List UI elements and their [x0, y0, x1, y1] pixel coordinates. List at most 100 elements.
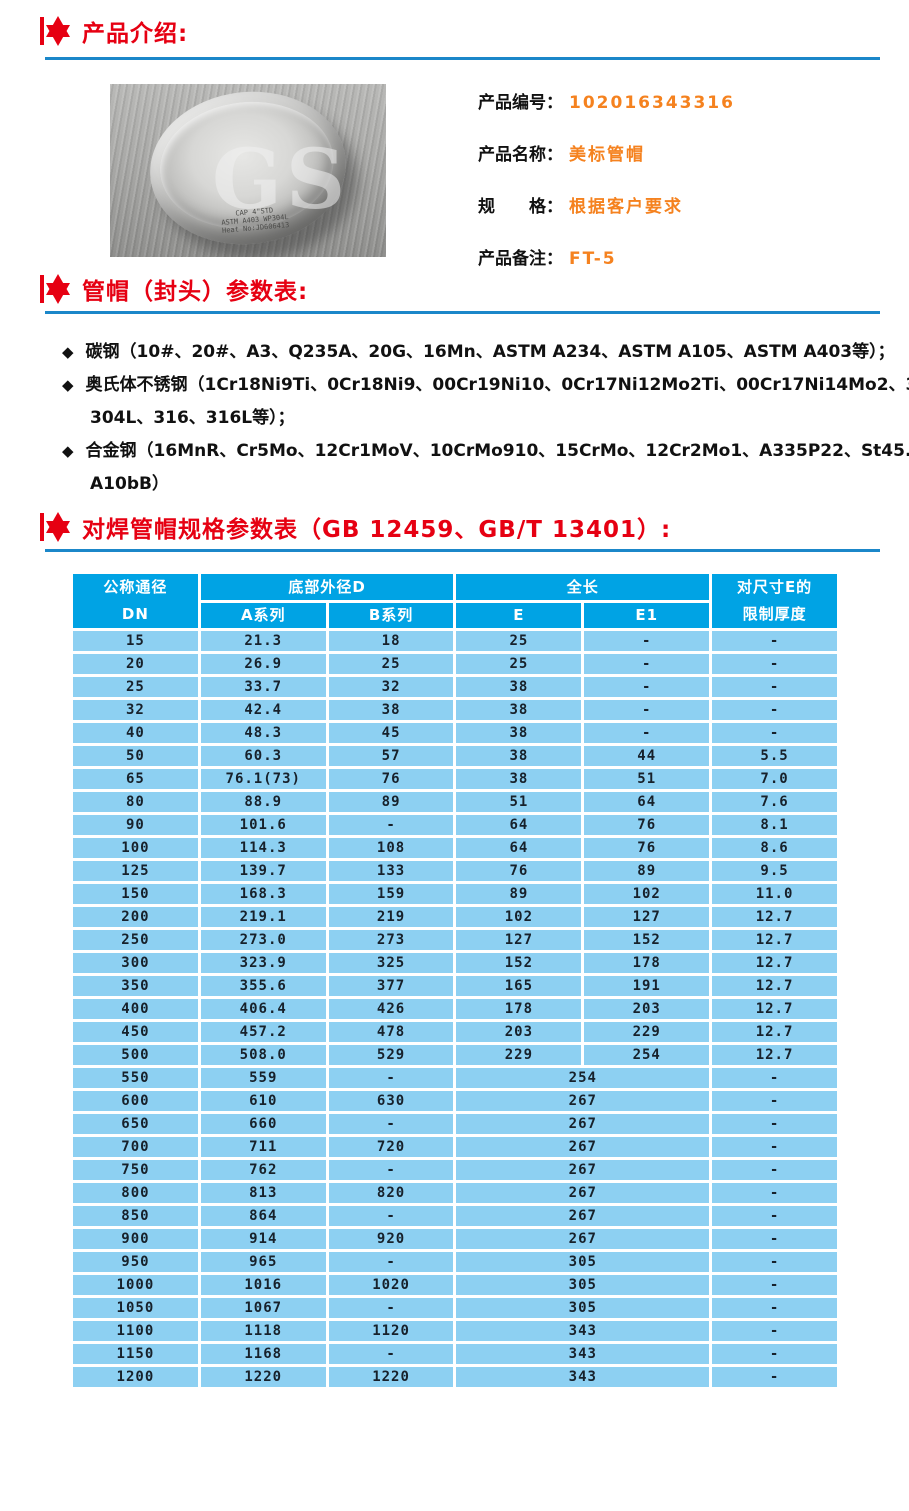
cell-dn: 90	[70, 812, 201, 838]
cell-limit-thickness: 8.6	[709, 835, 840, 861]
cell-series-a: 26.9	[197, 651, 329, 677]
field-value: FT-5	[569, 249, 617, 269]
cell-limit-thickness: 12.7	[709, 1019, 840, 1045]
cell-dn: 100	[70, 835, 201, 861]
cell-series-b: 108	[325, 835, 457, 861]
cell-e: 38	[453, 697, 585, 723]
cell-series-a: 1118	[197, 1318, 329, 1344]
cell-series-b: 377	[325, 973, 457, 999]
table-row: 1000 1016 1020 305-	[70, 1272, 840, 1298]
table-subheader-row: A系列 B系列 E E1	[72, 599, 839, 631]
bullet-continuation: A10bB）	[62, 468, 862, 501]
cell-series-a: 813	[197, 1180, 329, 1206]
cell-e: 38	[453, 674, 585, 700]
cell-e1: 203	[581, 996, 713, 1022]
table-row: 200 219.1 219 102 127 12.7	[70, 904, 840, 930]
cell-series-a: 559	[197, 1065, 329, 1091]
cell-series-a: 355.6	[197, 973, 329, 999]
cell-series-b: 529	[325, 1042, 457, 1068]
cell-dn: 80	[70, 789, 201, 815]
table-row: 1150 1168-343-	[70, 1341, 840, 1367]
bullet-text: 合金钢（16MnR、Cr5Mo、12Cr1MoV、10CrMo910、15CrM…	[85, 441, 909, 461]
cell-series-b: -	[325, 812, 457, 838]
cell-limit-thickness: -	[709, 1088, 840, 1114]
gs-watermark: GS	[212, 132, 350, 228]
field-value: 根据客户要求	[569, 197, 683, 217]
product-field: 规 格： 根据客户要求	[478, 192, 735, 217]
cell-e1: 51	[581, 766, 713, 792]
cell-limit-thickness: -	[709, 674, 840, 700]
cell-dn: 300	[70, 950, 201, 976]
cell-dn: 65	[70, 766, 201, 792]
cell-dn: 450	[70, 1019, 201, 1045]
cell-limit-thickness: 12.7	[709, 996, 840, 1022]
cell-dn: 800	[70, 1180, 201, 1206]
cell-e1: 102	[581, 881, 713, 907]
cell-e1: 76	[581, 835, 713, 861]
cell-series-b: 820	[325, 1180, 457, 1206]
cell-limit-thickness: 8.1	[709, 812, 840, 838]
bullet-item: ◆ 碳钢（10#、20#、A3、Q235A、20G、16Mn、ASTM A234、…	[62, 336, 895, 369]
header-e1: E1	[581, 599, 713, 631]
table-row: 50 60.3 57 38 44 5.5	[70, 743, 840, 769]
section-title-intro: 产品介绍:	[82, 21, 189, 47]
header-outer-diameter: 底部外径D	[197, 571, 457, 603]
cell-series-a: 660	[197, 1111, 329, 1137]
cell-limit-thickness: 7.6	[709, 789, 840, 815]
cell-limit-thickness: -	[709, 1134, 840, 1160]
cell-e: 102	[453, 904, 585, 930]
cell-series-b: 18	[325, 628, 457, 654]
cell-limit-thickness: -	[709, 1203, 840, 1229]
product-field: 产品备注： FT-5	[478, 244, 735, 269]
cell-series-a: 139.7	[197, 858, 329, 884]
cell-series-b: -	[325, 1157, 457, 1183]
product-photo: GS CAP 4"STD ASTM A403 WP304L Heat No:JD60…	[110, 84, 386, 257]
cell-series-a: 42.4	[197, 697, 329, 723]
cell-series-a: 273.0	[197, 927, 329, 953]
cell-series-b: 720	[325, 1134, 457, 1160]
table-row: 100 114.3 108 64 76 8.6	[70, 835, 840, 861]
table-row: 750 762-267-	[70, 1157, 840, 1183]
field-label: 产品编号：	[478, 93, 563, 113]
cell-limit-thickness: 5.5	[709, 743, 840, 769]
cell-series-b: 478	[325, 1019, 457, 1045]
cell-series-b: -	[325, 1249, 457, 1275]
spec-table-head: 公称通径 DN 底部外径D 全长 对尺寸E的 限制厚度 A系列 B系列 E E1	[70, 571, 840, 631]
diamond-icon: ◆	[62, 442, 74, 460]
star-icon	[40, 274, 70, 304]
cell-limit-thickness: 7.0	[709, 766, 840, 792]
cell-e1: -	[581, 651, 713, 677]
cell-series-b: -	[325, 1341, 457, 1367]
cell-series-b: 630	[325, 1088, 457, 1114]
cell-series-a: 168.3	[197, 881, 329, 907]
cell-limit-thickness: -	[709, 1341, 840, 1367]
divider-line	[45, 549, 880, 552]
table-row: 350 355.6 377 165 191 12.7	[70, 973, 840, 999]
cell-e1: 89	[581, 858, 713, 884]
cell-limit-thickness: 12.7	[709, 1042, 840, 1068]
cell-e: 76	[453, 858, 585, 884]
cell-e1: 229	[581, 1019, 713, 1045]
cell-series-a: 457.2	[197, 1019, 329, 1045]
header-limit-line1: 对尺寸E的	[736, 578, 813, 596]
cell-limit-thickness: -	[709, 1180, 840, 1206]
table-row: 250 273.0 273 127 152 12.7	[70, 927, 840, 953]
cell-e1: 44	[581, 743, 713, 769]
cell-series-a: 864	[197, 1203, 329, 1229]
cell-limit-thickness: -	[709, 1249, 840, 1275]
bullet-item: ◆ 奥氏体不锈钢（1Cr18Ni9Ti、0Cr18Ni9、00Cr19Ni10、0…	[62, 369, 909, 402]
cell-limit-thickness: 11.0	[709, 881, 840, 907]
cell-dn: 600	[70, 1088, 201, 1114]
cell-dn: 32	[70, 697, 201, 723]
cell-series-b: 426	[325, 996, 457, 1022]
bullet-text: 碳钢（10#、20#、A3、Q235A、20G、16Mn、ASTM A234、A…	[85, 342, 895, 362]
cell-series-a: 1168	[197, 1341, 329, 1367]
product-field: 产品编号： 102016343316	[478, 88, 735, 113]
table-row: 900 914 920 267-	[70, 1226, 840, 1252]
cell-series-a: 323.9	[197, 950, 329, 976]
cell-dn: 15	[70, 628, 201, 654]
cell-e-merged: 305	[453, 1249, 713, 1275]
cell-series-b: 89	[325, 789, 457, 815]
cell-series-a: 101.6	[197, 812, 329, 838]
cell-limit-thickness: -	[709, 1364, 840, 1390]
